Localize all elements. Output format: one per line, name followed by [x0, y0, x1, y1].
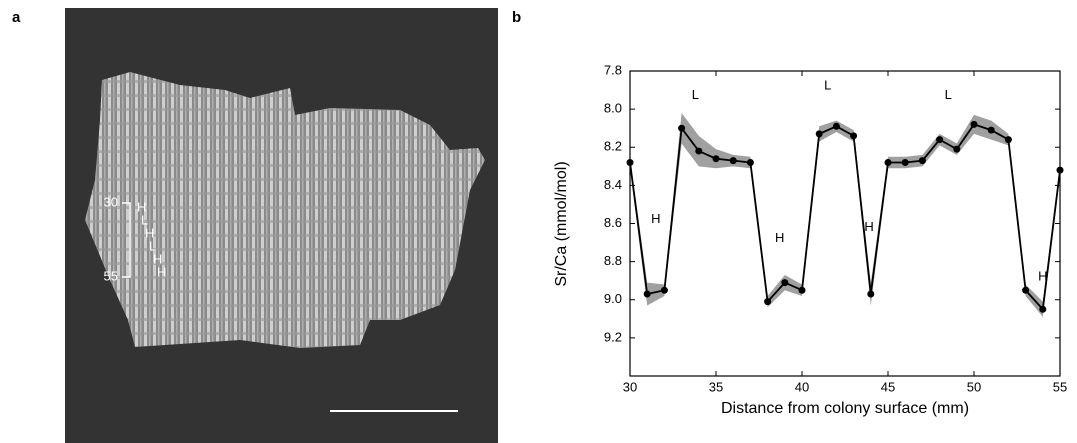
x-tick-label: 45: [881, 379, 895, 394]
x-tick-label: 30: [623, 379, 637, 394]
x-tick-label: 35: [709, 379, 723, 394]
data-point: [884, 159, 892, 166]
y-tick-label: 8.4: [604, 177, 622, 192]
y-tick-label: 8.8: [604, 253, 622, 268]
x-tick-label: 50: [967, 379, 981, 394]
annotation: H: [775, 230, 784, 245]
band-label: L: [149, 238, 156, 253]
plot-frame: [629, 70, 1061, 377]
data-point: [850, 132, 858, 140]
data-point: [936, 136, 944, 144]
annotation: H: [651, 211, 660, 226]
data-point: [918, 157, 926, 165]
data-point: [867, 290, 875, 298]
panel-label: a: [12, 9, 21, 26]
annotation: L: [824, 78, 831, 93]
bracket: [122, 202, 131, 278]
data-point: [660, 286, 668, 294]
data-point: [712, 155, 720, 163]
data-point: [815, 130, 823, 138]
data-point: [781, 279, 789, 287]
y-tick-label: 7.8: [604, 62, 622, 77]
y-tick-label: 9.0: [604, 291, 622, 306]
bracket-label: 55: [104, 268, 118, 283]
error-band: [630, 112, 1060, 317]
data-point: [987, 126, 995, 134]
x-axis-label: Distance from colony surface (mm): [721, 400, 969, 417]
bracket-label: 30: [104, 194, 118, 209]
annotation: H: [864, 219, 873, 234]
data-point: [695, 147, 703, 155]
y-tick-label: 8.0: [604, 101, 622, 116]
data-point: [832, 122, 840, 130]
data-point: [798, 286, 806, 294]
y-tick-label: 9.2: [604, 329, 622, 344]
annotation: L: [692, 87, 699, 102]
data-point: [746, 159, 754, 166]
data-point: [643, 290, 651, 298]
y-tick-label: 8.2: [604, 139, 622, 154]
band-label: H: [137, 199, 146, 214]
data-point: [970, 120, 978, 128]
band-label: H: [153, 251, 162, 266]
band-label: L: [141, 212, 148, 227]
x-tick-label: 55: [1053, 379, 1067, 394]
data-point: [953, 145, 961, 153]
data-point: [1022, 286, 1030, 294]
panel-label: b: [512, 9, 521, 26]
data-point: [729, 157, 737, 165]
data-point: [1004, 136, 1012, 144]
band-label: H: [145, 225, 154, 240]
data-point: [764, 298, 772, 306]
y-tick-label: 8.6: [604, 215, 622, 230]
data-point: [1039, 305, 1047, 313]
annotation: L: [945, 87, 952, 102]
data-point: [678, 124, 686, 132]
band-label: H: [157, 264, 166, 279]
y-axis-label: Sr/Ca (mmol/mol): [553, 161, 570, 286]
coral-slab: [85, 72, 485, 348]
annotation: H: [1038, 268, 1047, 283]
data-point: [901, 159, 909, 166]
x-tick-label: 40: [795, 379, 809, 394]
